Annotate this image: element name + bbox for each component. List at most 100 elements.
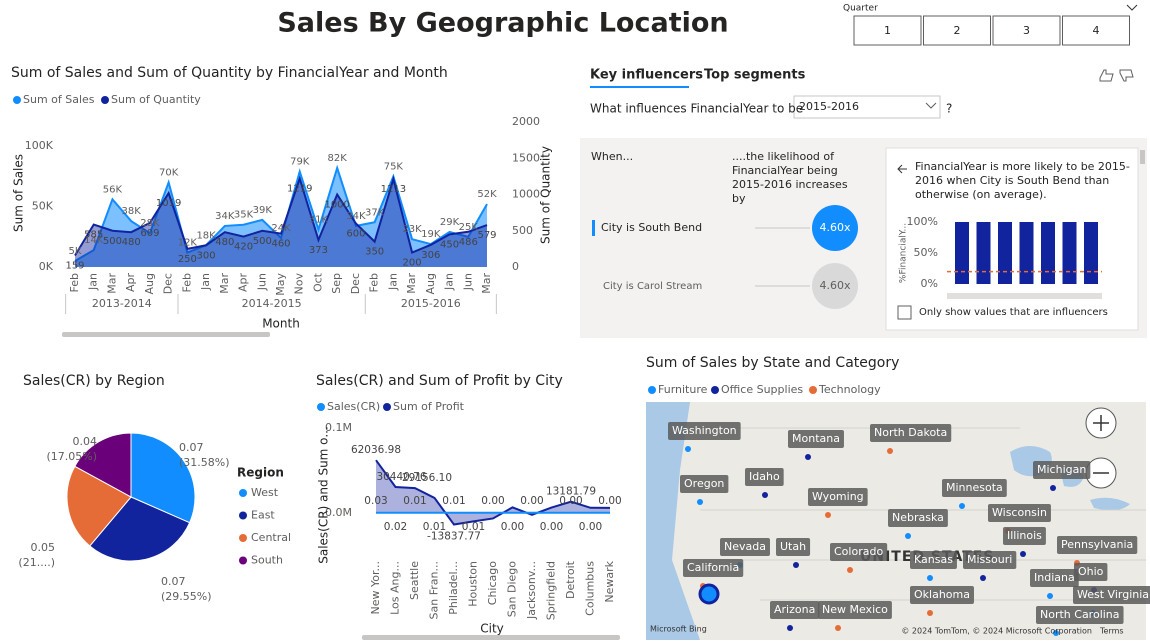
state-marker[interactable] bbox=[787, 625, 793, 631]
state-label[interactable]: Utah bbox=[780, 540, 806, 553]
checkbox[interactable] bbox=[897, 305, 912, 320]
state-label[interactable]: West Virginia bbox=[1077, 588, 1149, 601]
state-label[interactable]: Colorado bbox=[834, 545, 883, 558]
state-marker[interactable] bbox=[762, 492, 768, 498]
slicer-option[interactable] bbox=[923, 15, 991, 46]
slicer-option[interactable] bbox=[853, 15, 922, 46]
state-label[interactable]: Oklahoma bbox=[914, 588, 970, 601]
state-marker[interactable] bbox=[1047, 593, 1053, 599]
state-label-box bbox=[818, 601, 892, 619]
state-label[interactable]: Nevada bbox=[724, 540, 766, 553]
data-label: 1213 bbox=[381, 184, 406, 195]
state-label-box bbox=[1073, 586, 1150, 604]
legend-title: Region bbox=[237, 466, 284, 480]
state-marker[interactable] bbox=[793, 562, 799, 568]
scrollbar[interactable] bbox=[62, 332, 270, 337]
legend-marker bbox=[711, 386, 719, 394]
legend-label: South bbox=[251, 554, 283, 567]
x-tick-label: Jun bbox=[255, 273, 268, 291]
state-marker[interactable] bbox=[927, 575, 933, 581]
feedback-icons[interactable] bbox=[1099, 69, 1134, 82]
state-label[interactable]: Ohio bbox=[1078, 565, 1104, 578]
scrollbar[interactable] bbox=[1140, 150, 1145, 164]
x-tick-label: Mar bbox=[105, 273, 118, 294]
state-label[interactable]: Illinois bbox=[1007, 529, 1042, 542]
data-label: 0.02 bbox=[384, 521, 407, 533]
state-label[interactable]: Minnesota bbox=[946, 481, 1003, 494]
state-marker[interactable] bbox=[905, 533, 911, 539]
data-label: 25K bbox=[459, 222, 479, 233]
state-marker[interactable] bbox=[825, 512, 831, 518]
x-tick-label: Mar bbox=[480, 273, 493, 294]
state-label[interactable]: Michigan bbox=[1037, 463, 1086, 476]
data-label: 13181.79 bbox=[546, 486, 596, 498]
state-marker[interactable] bbox=[887, 448, 893, 454]
influencer-label[interactable]: City is Carol Stream bbox=[603, 281, 702, 292]
state-label[interactable]: Idaho bbox=[749, 470, 780, 483]
state-label[interactable]: Wisconsin bbox=[992, 506, 1047, 519]
y-tick-label: 0.0M bbox=[325, 506, 352, 519]
state-marker[interactable] bbox=[697, 499, 703, 505]
state-marker[interactable] bbox=[685, 446, 691, 452]
percent-label: (21....) bbox=[18, 556, 55, 569]
x-tick-label: Houston bbox=[467, 561, 480, 607]
state-marker[interactable] bbox=[927, 610, 933, 616]
y-tick-label: 0% bbox=[921, 277, 938, 290]
state-marker[interactable] bbox=[980, 575, 986, 581]
dropdown[interactable] bbox=[793, 95, 941, 119]
slicer-chevron[interactable] bbox=[1126, 4, 1138, 11]
y2-tick-label: 1000 bbox=[512, 188, 540, 201]
legend-marker bbox=[317, 403, 325, 411]
bar bbox=[1062, 222, 1077, 284]
checkbox-label[interactable]: Only show values that are influencers bbox=[919, 307, 1108, 318]
slicer-option[interactable] bbox=[1062, 15, 1130, 46]
state-label[interactable]: Montana bbox=[792, 432, 840, 445]
back-arrow[interactable] bbox=[897, 164, 907, 174]
state-label[interactable]: North Dakota bbox=[874, 426, 947, 439]
state-label[interactable]: Oregon bbox=[684, 477, 724, 490]
data-label: 75K bbox=[384, 161, 404, 172]
state-label[interactable]: Indiana bbox=[1034, 571, 1075, 584]
state-marker[interactable] bbox=[847, 567, 853, 573]
legend-label: Central bbox=[251, 531, 291, 544]
state-label-box bbox=[888, 509, 948, 527]
x-tick-label: Aug bbox=[143, 273, 156, 294]
state-label[interactable]: Nebraska bbox=[892, 511, 944, 524]
state-label[interactable]: Arizona bbox=[774, 603, 815, 616]
data-label: 350 bbox=[365, 247, 384, 258]
state-marker[interactable] bbox=[1050, 485, 1056, 491]
slicer-option[interactable] bbox=[992, 15, 1061, 46]
terms-link[interactable]: Terms bbox=[1099, 627, 1124, 636]
data-label: 0.01 bbox=[403, 495, 426, 507]
state-label-box bbox=[1030, 569, 1079, 587]
x-tick-label: San Fran... bbox=[428, 561, 441, 619]
state-label[interactable]: New Mexico bbox=[822, 603, 888, 616]
question-mark: ? bbox=[946, 102, 952, 116]
percent-label: (29.55%) bbox=[161, 590, 212, 603]
y2-tick-label: 1500 bbox=[512, 151, 540, 164]
state-label[interactable]: Wyoming bbox=[812, 490, 864, 503]
state-label[interactable]: Washington bbox=[672, 424, 737, 437]
scrollbar[interactable] bbox=[362, 635, 620, 640]
data-label: 1000 bbox=[324, 200, 349, 211]
state-label[interactable]: California bbox=[687, 561, 739, 574]
series-area bbox=[75, 178, 487, 267]
state-label[interactable]: Kansas bbox=[914, 553, 953, 566]
data-label: 585 bbox=[84, 230, 103, 241]
state-marker[interactable] bbox=[805, 454, 811, 460]
tab[interactable]: Key influencers bbox=[590, 68, 703, 83]
tab[interactable]: Top segments bbox=[704, 68, 806, 83]
state-marker[interactable] bbox=[959, 503, 965, 509]
data-label: 480 bbox=[122, 237, 141, 248]
y2-tick-label: 2000 bbox=[512, 115, 540, 128]
bar bbox=[998, 222, 1012, 284]
state-label[interactable]: Missouri bbox=[967, 553, 1012, 566]
chart-title: Sum of Sales by State and Category bbox=[646, 355, 899, 371]
state-marker[interactable] bbox=[835, 625, 841, 631]
state-marker[interactable] bbox=[1053, 630, 1059, 636]
state-marker[interactable] bbox=[1020, 551, 1026, 557]
state-label[interactable]: Pennsylvania bbox=[1061, 538, 1133, 551]
influencer-label[interactable]: City is South Bend bbox=[601, 221, 702, 234]
state-label[interactable]: North Carolina bbox=[1040, 608, 1120, 621]
